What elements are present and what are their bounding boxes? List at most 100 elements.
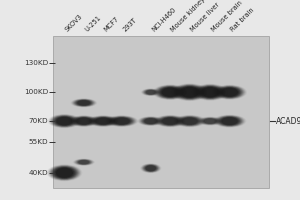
- Text: 100KD: 100KD: [24, 89, 48, 95]
- Ellipse shape: [142, 117, 160, 125]
- Ellipse shape: [217, 86, 242, 98]
- Ellipse shape: [110, 117, 133, 125]
- Ellipse shape: [162, 88, 179, 97]
- Ellipse shape: [202, 118, 218, 124]
- Ellipse shape: [92, 117, 115, 125]
- Ellipse shape: [112, 117, 131, 125]
- Ellipse shape: [157, 116, 184, 126]
- Ellipse shape: [145, 90, 156, 95]
- Ellipse shape: [159, 116, 182, 126]
- Ellipse shape: [138, 116, 163, 126]
- Ellipse shape: [157, 86, 184, 98]
- Ellipse shape: [72, 99, 95, 107]
- Ellipse shape: [76, 118, 92, 125]
- Ellipse shape: [160, 117, 181, 125]
- Ellipse shape: [179, 117, 200, 125]
- Ellipse shape: [178, 86, 201, 98]
- Ellipse shape: [160, 87, 180, 97]
- Ellipse shape: [144, 118, 157, 124]
- Ellipse shape: [106, 116, 137, 127]
- Ellipse shape: [69, 116, 98, 127]
- Text: SKOV3: SKOV3: [64, 13, 84, 33]
- Ellipse shape: [192, 84, 229, 101]
- Ellipse shape: [75, 159, 93, 165]
- Ellipse shape: [75, 100, 93, 106]
- Ellipse shape: [201, 87, 219, 97]
- Ellipse shape: [175, 116, 204, 127]
- Ellipse shape: [74, 159, 94, 166]
- Ellipse shape: [199, 86, 221, 98]
- Ellipse shape: [91, 116, 116, 126]
- Ellipse shape: [74, 117, 93, 125]
- Ellipse shape: [78, 160, 89, 164]
- Ellipse shape: [154, 115, 186, 127]
- Ellipse shape: [221, 88, 238, 97]
- Ellipse shape: [50, 115, 79, 128]
- Ellipse shape: [152, 84, 188, 100]
- Ellipse shape: [107, 116, 136, 126]
- Ellipse shape: [215, 115, 244, 127]
- Ellipse shape: [71, 99, 96, 107]
- Ellipse shape: [200, 117, 221, 125]
- Text: 293T: 293T: [122, 17, 138, 33]
- Ellipse shape: [171, 83, 208, 101]
- Ellipse shape: [146, 165, 156, 171]
- Ellipse shape: [162, 117, 178, 125]
- Ellipse shape: [49, 165, 80, 180]
- Ellipse shape: [173, 84, 206, 100]
- Ellipse shape: [109, 116, 134, 126]
- Ellipse shape: [181, 87, 199, 97]
- Ellipse shape: [218, 87, 242, 98]
- Ellipse shape: [203, 118, 218, 124]
- Text: Mouse brain: Mouse brain: [210, 0, 243, 33]
- Ellipse shape: [220, 117, 239, 125]
- Ellipse shape: [219, 117, 240, 126]
- Ellipse shape: [174, 115, 205, 127]
- Ellipse shape: [217, 116, 242, 126]
- Ellipse shape: [158, 86, 182, 98]
- Ellipse shape: [177, 86, 202, 99]
- Ellipse shape: [142, 89, 160, 96]
- Ellipse shape: [77, 160, 91, 165]
- Ellipse shape: [146, 90, 156, 95]
- Ellipse shape: [219, 87, 240, 97]
- Ellipse shape: [195, 85, 225, 99]
- Ellipse shape: [76, 159, 92, 165]
- Ellipse shape: [214, 115, 245, 127]
- Text: Mouse liver: Mouse liver: [190, 2, 221, 33]
- Ellipse shape: [221, 117, 238, 125]
- Ellipse shape: [141, 164, 160, 173]
- Ellipse shape: [139, 117, 162, 126]
- Ellipse shape: [55, 117, 74, 126]
- Ellipse shape: [108, 116, 135, 126]
- Ellipse shape: [218, 116, 241, 126]
- Ellipse shape: [88, 116, 119, 127]
- Text: ACAD9: ACAD9: [276, 117, 300, 126]
- Ellipse shape: [201, 118, 219, 124]
- Ellipse shape: [196, 86, 224, 99]
- Ellipse shape: [200, 87, 220, 98]
- Ellipse shape: [52, 167, 76, 179]
- Ellipse shape: [95, 118, 111, 125]
- Ellipse shape: [53, 167, 75, 179]
- Ellipse shape: [73, 117, 94, 125]
- Ellipse shape: [113, 118, 130, 125]
- Ellipse shape: [74, 159, 94, 165]
- Ellipse shape: [216, 86, 244, 99]
- Ellipse shape: [93, 117, 113, 125]
- Ellipse shape: [56, 117, 73, 125]
- Ellipse shape: [56, 168, 73, 178]
- Ellipse shape: [71, 116, 96, 126]
- Ellipse shape: [176, 116, 203, 126]
- Ellipse shape: [53, 116, 76, 126]
- Ellipse shape: [51, 166, 78, 179]
- Ellipse shape: [161, 117, 179, 125]
- Ellipse shape: [158, 116, 183, 126]
- Ellipse shape: [198, 86, 223, 98]
- Text: Rat brain: Rat brain: [230, 7, 256, 33]
- Ellipse shape: [75, 117, 92, 125]
- Text: NCI-H460: NCI-H460: [151, 7, 177, 33]
- Ellipse shape: [140, 117, 162, 125]
- Text: MCF7: MCF7: [103, 16, 120, 33]
- Ellipse shape: [48, 165, 81, 181]
